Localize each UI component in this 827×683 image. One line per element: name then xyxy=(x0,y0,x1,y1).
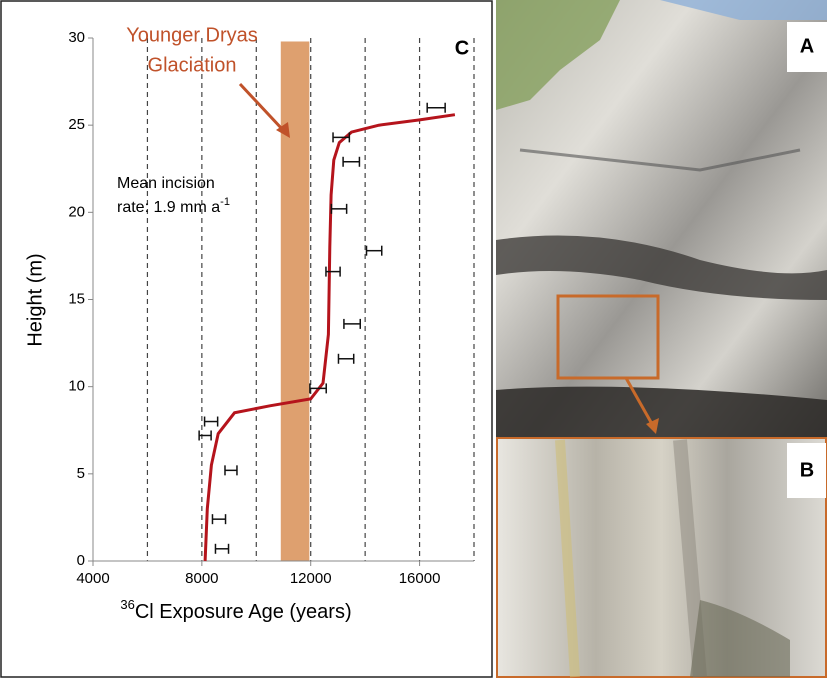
y-tick-label: 30 xyxy=(68,29,85,46)
x-tick-label: 4000 xyxy=(76,570,109,587)
chart-frame xyxy=(0,0,493,678)
error-bar xyxy=(214,543,230,554)
panel-label: A xyxy=(800,35,814,57)
error-bar xyxy=(330,203,348,214)
error-bar xyxy=(426,102,446,113)
y-axis-title: Height (m) xyxy=(24,253,46,346)
annotation-arrow xyxy=(238,82,285,132)
error-bar xyxy=(337,353,355,364)
error-bar xyxy=(211,514,227,525)
y-tick-label: 10 xyxy=(68,378,85,395)
younger-dryas-band xyxy=(280,41,310,561)
panel-label: B xyxy=(800,459,814,481)
error-bar xyxy=(343,318,361,329)
y-tick-label: 15 xyxy=(68,290,85,307)
model-curve xyxy=(203,113,456,562)
x-tick-label: 12000 xyxy=(290,570,332,587)
error-bar xyxy=(365,245,383,256)
x-axis-title-sup: 36 xyxy=(120,597,134,612)
error-bar xyxy=(342,156,361,167)
error-bar xyxy=(309,383,327,394)
annotation-arrowhead xyxy=(276,122,290,138)
y-tick-label: 20 xyxy=(68,203,85,220)
x-tick-label: 16000 xyxy=(399,570,441,587)
x-axis-title-main: Cl Exposure Age (years) xyxy=(135,601,352,623)
rate-text-main: rate: 1.9 mm a xyxy=(117,199,220,216)
annotation: Younger Dryas xyxy=(126,24,258,46)
rate-text-sup: -1 xyxy=(220,196,230,208)
panel-label: C xyxy=(455,37,469,59)
error-bar xyxy=(224,465,238,476)
rate-text: Mean incision xyxy=(117,175,215,192)
x-axis-title: 36Cl Exposure Age (years) xyxy=(120,597,351,623)
error-bar xyxy=(198,430,212,441)
error-bar xyxy=(325,266,341,277)
error-bar xyxy=(203,416,219,427)
photo-b: B xyxy=(496,437,827,678)
x-tick-label: 8000 xyxy=(185,570,218,587)
rate-text: rate: 1.9 mm a-1 xyxy=(117,196,230,216)
y-tick-label: 25 xyxy=(68,116,85,133)
photo-a: A xyxy=(496,0,827,437)
annotation: Glaciation xyxy=(148,54,237,76)
y-tick-label: 5 xyxy=(77,465,85,482)
y-tick-label: 0 xyxy=(77,552,85,569)
error-bar xyxy=(332,132,351,143)
